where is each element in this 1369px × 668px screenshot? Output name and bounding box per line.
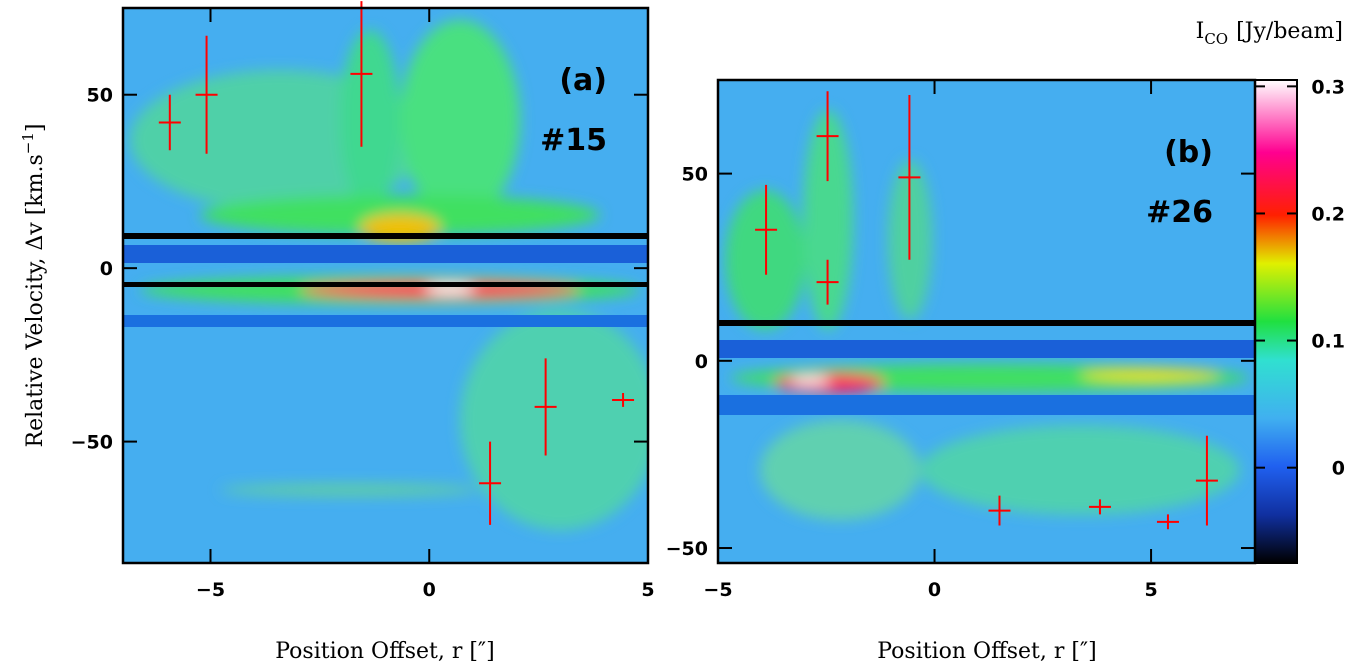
y-tick-label: 50 — [682, 164, 708, 186]
data-cross — [195, 35, 218, 154]
y-tick-label: 0 — [695, 351, 708, 373]
colorbar — [1254, 79, 1298, 564]
x-axis-label: Position Offset, r [″] — [877, 639, 1096, 664]
y-tick-label: 0 — [100, 258, 113, 280]
x-axis-label: Position Offset, r [″] — [275, 639, 494, 664]
x-tick-label: 5 — [641, 579, 654, 601]
y-axis-label-sup: −1 — [19, 132, 37, 154]
intensity-map — [123, 8, 648, 563]
colorbar-tick-label: 0.1 — [1311, 331, 1345, 353]
data-cross — [988, 495, 1011, 526]
x-tick-label: 0 — [928, 579, 941, 601]
data-cross — [534, 358, 557, 456]
data-cross — [350, 1, 373, 147]
panel-label: (a) — [559, 63, 607, 98]
id-label: #26 — [1146, 195, 1213, 230]
data-cross — [479, 441, 502, 525]
y-axis-label-main: Relative Velocity, Δv [km.s — [23, 154, 48, 447]
data-cross — [158, 94, 181, 151]
panel-label: (b) — [1164, 135, 1213, 170]
id-label: #15 — [540, 123, 607, 158]
data-cross — [816, 259, 839, 305]
data-cross — [898, 94, 921, 260]
colorbar-tick-label: 0 — [1332, 458, 1345, 480]
intensity-map — [718, 80, 1255, 563]
y-tick-label: −50 — [71, 432, 113, 454]
x-tick-label: 0 — [423, 579, 436, 601]
colorbar-tick-label: 0.3 — [1311, 76, 1345, 98]
x-tick-label: 5 — [1144, 579, 1157, 601]
colorbar-label-unit: [Jy/beam] — [1236, 19, 1343, 44]
colorbar-label: ICO [Jy/beam] — [1196, 19, 1343, 48]
data-cross — [1156, 514, 1179, 530]
x-tick-label: −5 — [196, 579, 225, 601]
y-axis-label-end: ] — [23, 123, 48, 132]
x-tick-label: −5 — [703, 579, 732, 601]
colorbar-tick-label: 0.2 — [1311, 203, 1345, 225]
data-cross — [1195, 435, 1218, 526]
data-cross — [755, 184, 778, 275]
colorbar-label-sub: CO — [1204, 30, 1228, 48]
data-cross — [612, 393, 635, 407]
data-cross — [816, 91, 839, 182]
plot-frame — [716, 78, 1257, 565]
y-axis-label: Relative Velocity, Δv [km.s−1] — [19, 123, 48, 447]
colorbar-label-main: I — [1196, 19, 1205, 44]
data-cross — [1088, 499, 1111, 515]
y-tick-label: −50 — [666, 538, 708, 560]
plot-frame — [121, 6, 650, 565]
y-tick-label: 50 — [87, 85, 113, 107]
